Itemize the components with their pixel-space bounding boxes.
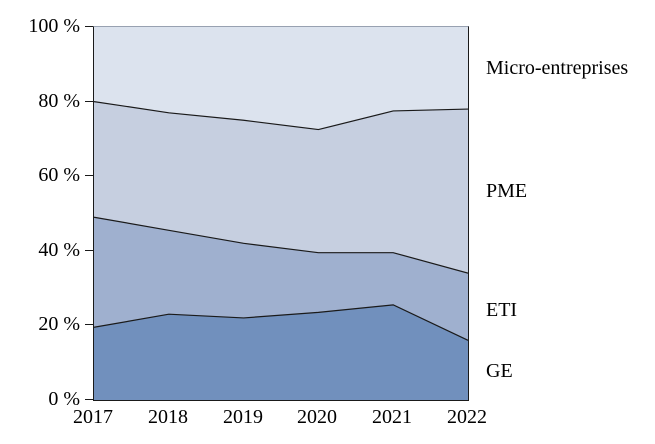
y-axis-tick — [85, 399, 93, 400]
x-axis-tick-label: 2019 — [223, 406, 263, 428]
series-label-pme: PME — [486, 180, 528, 202]
y-axis-tick-label: 80 % — [38, 90, 80, 112]
series-label-eti: ETI — [486, 299, 518, 321]
x-axis-tick-label: 2020 — [297, 406, 337, 428]
series-label-micro-entreprises: Micro-entreprises — [486, 57, 629, 79]
y-axis-tick — [85, 250, 93, 251]
area-series-eti — [94, 217, 468, 341]
x-axis-tick-label: 2021 — [372, 406, 412, 428]
series-label-ge: GE — [486, 360, 513, 382]
boundary-line-ge — [94, 304, 468, 341]
y-axis-tick-label: 60 % — [38, 164, 80, 186]
y-axis-tick — [85, 324, 93, 325]
plot-svg — [94, 27, 468, 400]
area-series-ge — [94, 304, 468, 400]
y-axis-tick-label: 40 % — [38, 239, 80, 261]
y-axis-tick-label: 100 % — [28, 15, 80, 37]
area-series-micro-entreprises — [94, 27, 468, 130]
y-axis-tick — [85, 175, 93, 176]
x-axis-tick-label: 2022 — [447, 406, 487, 428]
x-axis-tick-label: 2017 — [73, 406, 113, 428]
plot-area — [93, 26, 469, 401]
y-axis-tick-label: 0 % — [48, 388, 80, 410]
area-series-pme — [94, 101, 468, 274]
y-axis-tick — [85, 26, 93, 27]
y-axis-tick-label: 20 % — [38, 313, 80, 335]
boundary-line-eti — [94, 216, 468, 274]
y-axis-tick — [85, 101, 93, 102]
boundary-line-pme — [94, 101, 468, 131]
x-axis-tick-label: 2018 — [148, 406, 188, 428]
